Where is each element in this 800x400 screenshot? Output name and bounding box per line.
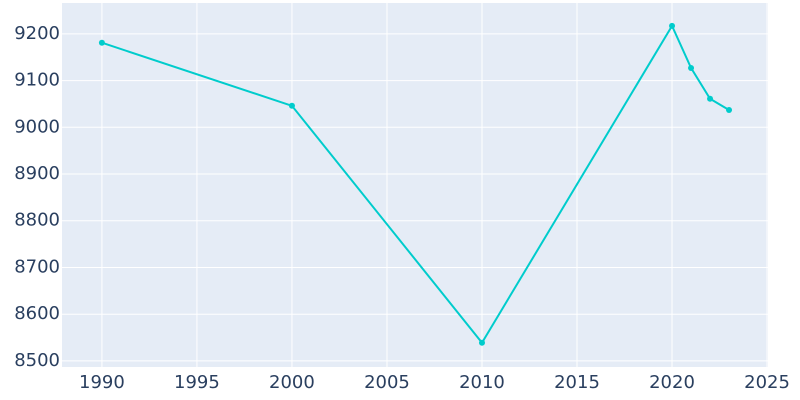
data-point xyxy=(98,39,105,46)
x-tick-label: 1995 xyxy=(174,372,220,393)
y-tick-label: 8900 xyxy=(14,163,60,184)
data-point xyxy=(726,107,733,114)
data-point xyxy=(707,95,714,102)
y-tick-label: 9000 xyxy=(14,116,60,137)
x-tick-label: 2025 xyxy=(744,372,790,393)
data-point xyxy=(478,339,485,346)
x-tick-label: 2000 xyxy=(269,372,315,393)
y-tick-label: 8700 xyxy=(14,256,60,277)
y-tick-label: 8800 xyxy=(14,210,60,231)
y-tick-label: 8600 xyxy=(14,303,60,324)
plot-area xyxy=(62,3,768,367)
data-point xyxy=(669,22,676,29)
y-tick-label: 8500 xyxy=(14,350,60,371)
data-point xyxy=(288,102,295,109)
x-tick-label: 2010 xyxy=(459,372,505,393)
data-point xyxy=(688,64,695,71)
y-tick-label: 9200 xyxy=(14,23,60,44)
x-tick-label: 2005 xyxy=(364,372,410,393)
x-tick-label: 2015 xyxy=(554,372,600,393)
x-tick-label: 2020 xyxy=(649,372,695,393)
x-tick-label: 1990 xyxy=(79,372,125,393)
y-tick-label: 9100 xyxy=(14,70,60,91)
